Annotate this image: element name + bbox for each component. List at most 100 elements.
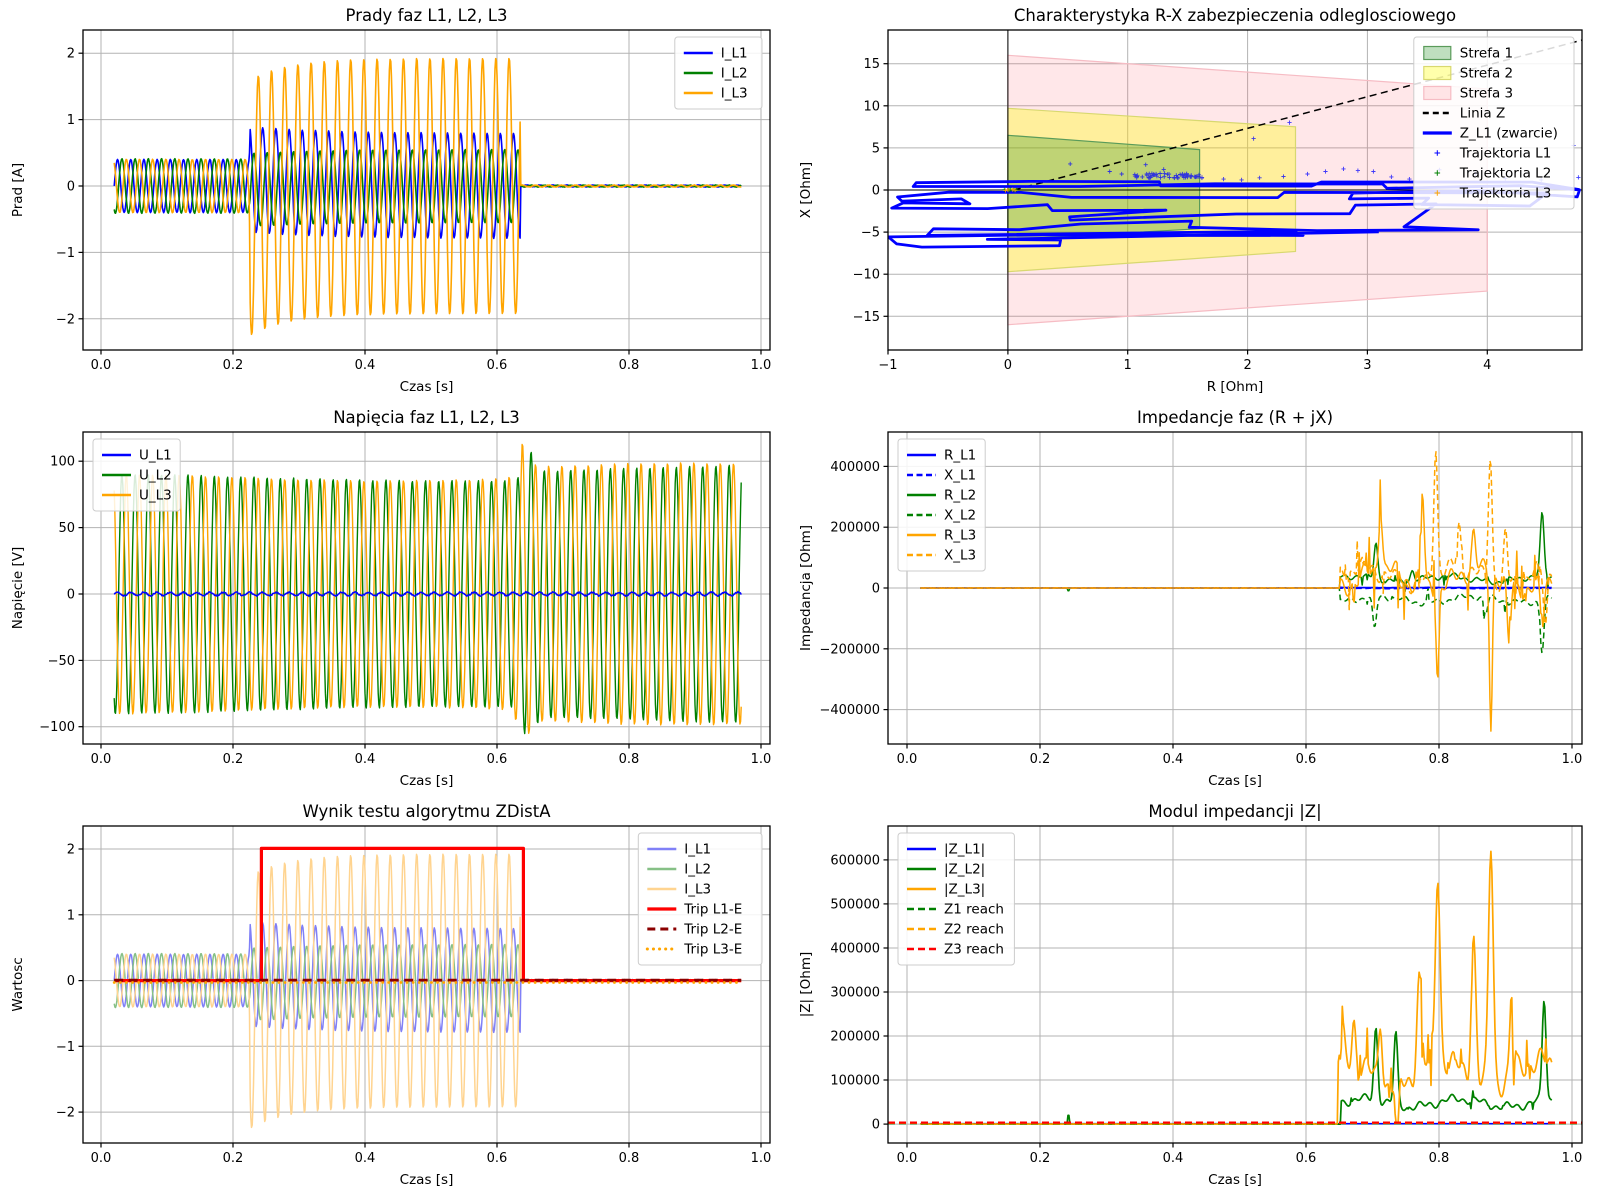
x-tick-label: 0 [1004,358,1012,373]
y-tick-label: 0 [872,184,880,199]
legend-swatch-patch [1423,45,1452,61]
x-tick-label: 0.6 [1296,752,1317,767]
legend-label: Strefa 2 [1460,66,1513,82]
x-tick-label: 0.4 [355,358,376,373]
x-tick-label: 0.4 [355,1151,376,1166]
legend-label: Trajektoria L2 [1459,166,1552,182]
y-tick-label: −10 [853,268,880,283]
series-U_L1 [113,590,742,598]
subplot-currents: 0.0 0.2 0.4 0.6 0.8 1.0 −2 −1 0 1 2 Prady faz L1, L… [10,6,771,395]
legend-label: X_L1 [944,468,976,484]
y-tick-label: 0 [67,180,75,195]
x-axis-label: Czas [s] [1208,773,1262,789]
y-tick-label: −1 [56,1040,75,1055]
x-tick-label: 0.6 [487,1151,508,1166]
legend-label: |Z_L2| [944,862,985,878]
x-tick-label: 0.4 [355,752,376,767]
legend-box [1413,36,1575,210]
y-tick-label: 0 [67,588,75,603]
y-tick-label: 0 [872,1118,880,1133]
subplot-voltages: 0.0 0.2 0.4 0.6 0.8 1.0 −100 −50 0 50 100 Napięcia … [10,408,771,789]
x-tick-label: 0.2 [1030,752,1051,767]
y-tick-label: 15 [863,57,880,72]
axes-spines [82,431,771,745]
legend-box [92,438,181,512]
y-tick-label: 0 [872,582,880,597]
legend-label: Trip L1-E [683,902,742,918]
y-tick-label: 400000 [830,460,880,475]
y-axis-label: |Z| [Ohm] [798,952,814,1018]
x-tick-label: 4 [1483,358,1491,373]
series-U_L3 [113,443,742,734]
legend-label: Trajektoria L1 [1459,146,1552,162]
legend-swatch-marker [1434,170,1441,176]
y-tick-label: 1 [67,908,75,923]
subplot-zmod: 0.0 0.2 0.4 0.6 0.8 1.0 0 100000 200000 300000 400… [798,802,1583,1188]
legend: I_L1 I_L2 I_L3 Trip L1-E Trip L2-E Trip L3-E [637,832,763,966]
legend: U_L1 U_L2 U_L3 [92,438,181,512]
legend-box [897,832,1015,966]
tick-labels: 0.0 0.2 0.4 0.6 0.8 1.0 −100 −50 0 50 100 [39,455,771,767]
x-tick-label: 1.0 [751,752,772,767]
legend-label: I_L2 [684,862,711,878]
subplot-impedances: 0.0 0.2 0.4 0.6 0.8 1.0 −400000 −200000 0 200000 4… [798,408,1583,789]
series-Trajektoria L3 [1003,187,1018,193]
legend-label: U_L1 [139,448,172,464]
legend-label: Z3 reach [944,942,1004,958]
legend-label: I_L1 [721,46,748,62]
tick-labels: 0.0 0.2 0.4 0.6 0.8 1.0 −2 −1 0 1 2 [56,47,772,373]
series-Z_L1 (zwarcie) [888,180,1581,249]
x-tick-label: 0.4 [1163,1151,1184,1166]
series-X_L2 [920,586,1553,654]
x-tick-label: 0.0 [91,1151,112,1166]
y-tick-label: −15 [853,310,880,325]
legend-swatch-marker [1434,190,1441,196]
y-tick-label: 2 [67,47,75,62]
x-tick-label: 0.0 [91,358,112,373]
legend-label: Linia Z [1460,106,1505,122]
grid [888,432,1582,744]
x-axis-label: Czas [s] [400,379,454,395]
x-tick-label: 0.2 [223,1151,244,1166]
x-tick-label: 0.6 [487,752,508,767]
axes-spines [887,825,1583,1144]
subplot-zdista: 0.0 0.2 0.4 0.6 0.8 1.0 −2 −1 0 1 2 Wynik testu alg… [10,802,771,1188]
series-group [113,443,742,735]
x-tick-label: 0.8 [619,358,640,373]
x-tick-label: 2 [1243,358,1251,373]
legend-swatch-marker [1434,150,1441,156]
y-axis-label: X [Ohm] [798,162,814,218]
y-tick-label: −50 [48,654,75,669]
axes-spines [82,29,771,351]
legend-label: I_L3 [721,86,748,102]
x-tick-label: 3 [1363,358,1371,373]
legend: |Z_L1| |Z_L2| |Z_L3| Z1 reach Z2 reach Z3 rea… [897,832,1015,966]
chart-title: Modul impedancji |Z| [1148,802,1321,821]
x-tick-label: 0.2 [223,358,244,373]
y-tick-label: −1 [56,246,75,261]
y-tick-label: 200000 [830,521,880,536]
chart-title: Impedancje faz (R + jX) [1137,408,1333,427]
legend-box [897,438,986,572]
x-tick-label: 1.0 [1562,1151,1583,1166]
y-tick-label: 100 [50,455,75,470]
series-R_L3 [920,479,1553,732]
x-tick-label: 1.0 [751,1151,772,1166]
legend-label: I_L3 [684,882,711,898]
legend-label: Strefa 1 [1460,46,1513,62]
x-tick-label: 1 [1124,358,1132,373]
y-axis-label: Impedancja [Ohm] [798,525,814,651]
y-axis-label: Wartosc [10,957,26,1011]
y-tick-label: −200000 [819,642,880,657]
y-tick-label: −2 [56,1106,75,1121]
y-tick-label: 2 [67,843,75,858]
legend-label: U_L3 [139,488,172,504]
legend-label: R_L2 [944,488,976,504]
x-tick-label: 0.8 [619,1151,640,1166]
legend: I_L1 I_L2 I_L3 [674,36,763,110]
legend-label: Strefa 3 [1460,86,1513,102]
